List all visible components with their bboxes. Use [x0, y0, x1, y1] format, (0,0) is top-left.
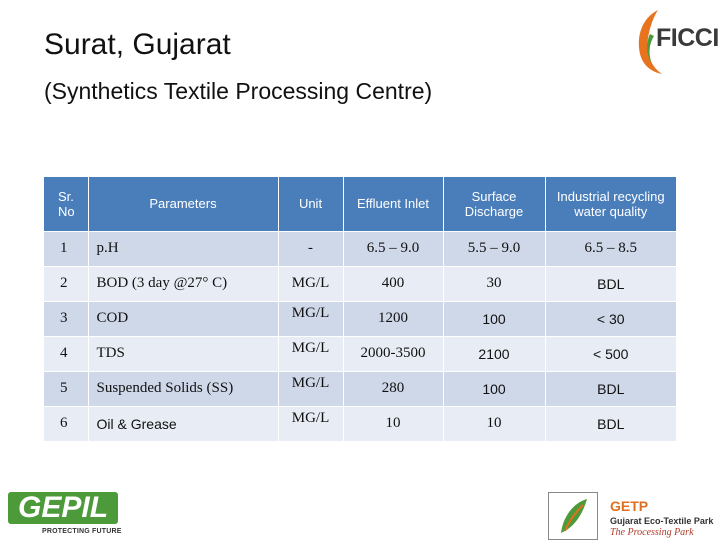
- cell-surface: 10: [442, 405, 545, 441]
- gepil-logo-text: GEPIL: [8, 492, 119, 524]
- cell-unit: MG/L: [277, 300, 343, 336]
- cell-unit: MG/L: [277, 405, 343, 441]
- cell-effluent: 2000-3500: [342, 335, 443, 371]
- table-row: 6 Oil & Grease MG/L 10 10 BDL: [44, 405, 676, 441]
- header-unit: Unit: [277, 177, 343, 231]
- cell-sr: 1: [44, 230, 88, 266]
- cell-sr: 2: [44, 265, 88, 301]
- header-parameters: Parameters: [87, 177, 278, 231]
- table-header-row: Sr. No Parameters Unit Effluent Inlet Su…: [44, 177, 676, 231]
- cell-unit: -: [277, 230, 343, 266]
- cell-surface: 5.5 – 9.0: [442, 230, 545, 266]
- cell-sr: 5: [44, 370, 88, 406]
- cell-sr: 6: [44, 405, 88, 441]
- header-effluent-inlet: Effluent Inlet: [342, 177, 443, 231]
- cell-industrial: BDL: [544, 405, 676, 441]
- cell-unit: MG/L: [277, 265, 343, 301]
- cell-parameter: Suspended Solids (SS): [87, 370, 278, 406]
- ficci-swoosh-icon: [638, 10, 662, 74]
- cell-surface: 2100: [442, 335, 545, 371]
- cell-effluent: 280: [342, 370, 443, 406]
- page-title: Surat, Gujarat: [44, 28, 231, 61]
- header-sr-no: Sr. No: [44, 177, 88, 231]
- table-row: 1 p.H - 6.5 – 9.0 5.5 – 9.0 6.5 – 8.5: [44, 230, 676, 266]
- cell-industrial: 6.5 – 8.5: [544, 230, 676, 266]
- cell-parameter: Oil & Grease: [87, 405, 278, 441]
- cell-surface: 100: [442, 370, 545, 406]
- header-industrial-recycling: Industrial recycling water quality: [544, 177, 676, 231]
- ficci-logo-text: FICCI: [656, 24, 719, 52]
- cell-parameter: TDS: [87, 335, 278, 371]
- table-row: 2 BOD (3 day @27° C) MG/L 400 30 BDL: [44, 265, 676, 301]
- page-subtitle: (Synthetics Textile Processing Centre): [44, 78, 433, 104]
- cell-effluent: 400: [342, 265, 443, 301]
- cell-effluent: 1200: [342, 300, 443, 336]
- cell-effluent: 6.5 – 9.0: [342, 230, 443, 266]
- cell-parameter: BOD (3 day @27° C): [87, 265, 278, 301]
- cell-surface: 30: [442, 265, 545, 301]
- cell-surface: 100: [442, 300, 545, 336]
- cell-industrial: < 500: [544, 335, 676, 371]
- cell-industrial: BDL: [544, 265, 676, 301]
- cell-parameter: p.H: [87, 230, 278, 266]
- cell-effluent: 10: [342, 405, 443, 441]
- table-row: 4 TDS MG/L 2000-3500 2100 < 500: [44, 335, 676, 371]
- cell-unit: MG/L: [277, 335, 343, 371]
- getp-logo: GETP Gujarat Eco-Textile Park The Proces…: [548, 492, 720, 540]
- cell-industrial: BDL: [544, 370, 676, 406]
- table-row: 3 COD MG/L 1200 100 < 30: [44, 300, 676, 336]
- cell-unit: MG/L: [277, 370, 343, 406]
- getp-leaf-icon: [548, 492, 598, 540]
- getp-tagline: The Processing Park: [610, 527, 694, 538]
- cell-parameter: COD: [87, 300, 278, 336]
- ficci-logo: FICCI: [632, 2, 720, 80]
- getp-logo-text: GETP: [610, 498, 649, 514]
- getp-full-name: Gujarat Eco-Textile Park: [610, 516, 714, 526]
- cell-industrial: < 30: [544, 300, 676, 336]
- header-surface-discharge: Surface Discharge: [442, 177, 545, 231]
- cell-sr: 3: [44, 300, 88, 336]
- gepil-logo: GEPIL PROTECTING FUTURE: [0, 492, 165, 540]
- cell-sr: 4: [44, 335, 88, 371]
- table-row: 5 Suspended Solids (SS) MG/L 280 100 BDL: [44, 370, 676, 406]
- gepil-tagline: PROTECTING FUTURE: [42, 528, 122, 535]
- parameters-table: Sr. No Parameters Unit Effluent Inlet Su…: [44, 177, 676, 441]
